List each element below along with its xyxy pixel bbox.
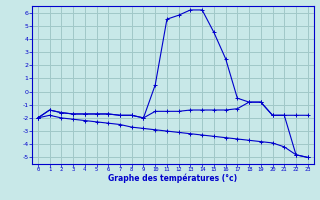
X-axis label: Graphe des températures (°c): Graphe des températures (°c) [108,174,237,183]
